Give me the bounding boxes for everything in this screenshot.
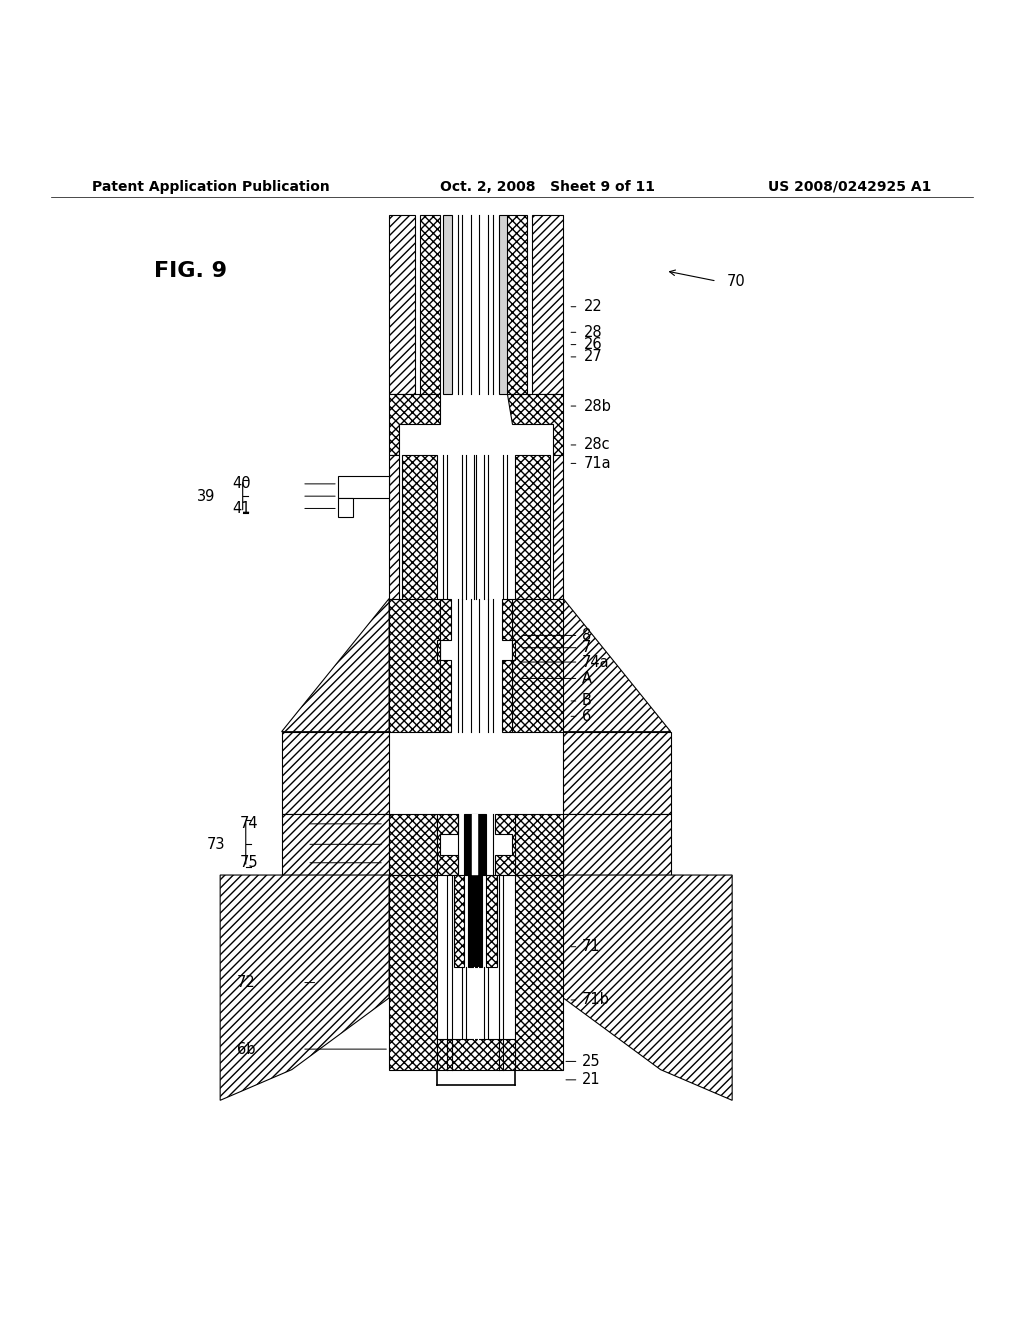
Polygon shape [512,598,563,731]
Polygon shape [389,215,415,393]
Text: 7: 7 [582,640,591,655]
Text: 21: 21 [582,1072,600,1088]
Polygon shape [454,875,464,968]
Polygon shape [437,1039,515,1069]
Text: 74: 74 [240,816,258,832]
Text: 6: 6 [582,709,591,723]
Bar [499,215,507,393]
Polygon shape [389,598,440,731]
Polygon shape [515,813,563,875]
Text: 72: 72 [238,975,256,990]
Polygon shape [402,455,437,598]
Text: 25: 25 [582,1053,600,1069]
Text: 39: 39 [197,488,215,504]
Polygon shape [220,875,389,1101]
Polygon shape [486,875,497,968]
Text: 22: 22 [584,300,602,314]
Text: B: B [582,693,592,709]
Polygon shape [563,598,671,731]
Polygon shape [389,393,440,455]
Polygon shape [389,875,437,1069]
Text: 74a: 74a [582,655,609,669]
Text: 26: 26 [584,337,602,352]
Polygon shape [282,813,389,875]
Polygon shape [437,598,451,731]
Polygon shape [515,875,563,1069]
Polygon shape [507,215,527,393]
Text: 71a: 71a [584,455,611,471]
Bar [338,498,353,516]
Text: Oct. 2, 2008   Sheet 9 of 11: Oct. 2, 2008 Sheet 9 of 11 [440,180,655,194]
Text: FIG. 9: FIG. 9 [154,261,226,281]
Polygon shape [437,813,458,875]
Text: US 2008/0242925 A1: US 2008/0242925 A1 [768,180,932,194]
Text: 28: 28 [584,325,602,339]
Polygon shape [502,598,515,731]
Text: 71: 71 [582,940,600,954]
Text: 41: 41 [232,502,251,516]
Text: 40: 40 [232,477,251,491]
Text: 6b: 6b [238,1041,256,1056]
Text: 73: 73 [207,837,225,851]
Polygon shape [563,731,671,813]
Polygon shape [515,455,550,598]
Text: 28c: 28c [584,437,610,453]
Polygon shape [507,393,563,455]
Bar [464,813,486,875]
Text: 27: 27 [584,350,602,364]
Text: 71b: 71b [582,993,609,1007]
Polygon shape [282,731,389,813]
Polygon shape [282,598,389,731]
Polygon shape [532,215,563,393]
Polygon shape [389,813,437,875]
Bar [468,875,482,968]
Bar [472,813,478,875]
Bar [338,475,389,498]
Polygon shape [563,813,671,875]
Text: 28b: 28b [584,399,611,413]
Polygon shape [495,813,515,875]
Polygon shape [553,455,563,598]
Polygon shape [563,875,732,1101]
Bar [443,215,452,393]
Text: A: A [582,671,592,686]
Text: Patent Application Publication: Patent Application Publication [92,180,330,194]
Text: 70: 70 [727,273,745,289]
Text: 8: 8 [582,628,591,643]
Polygon shape [420,215,440,393]
Text: 75: 75 [240,855,258,870]
Polygon shape [389,455,399,598]
